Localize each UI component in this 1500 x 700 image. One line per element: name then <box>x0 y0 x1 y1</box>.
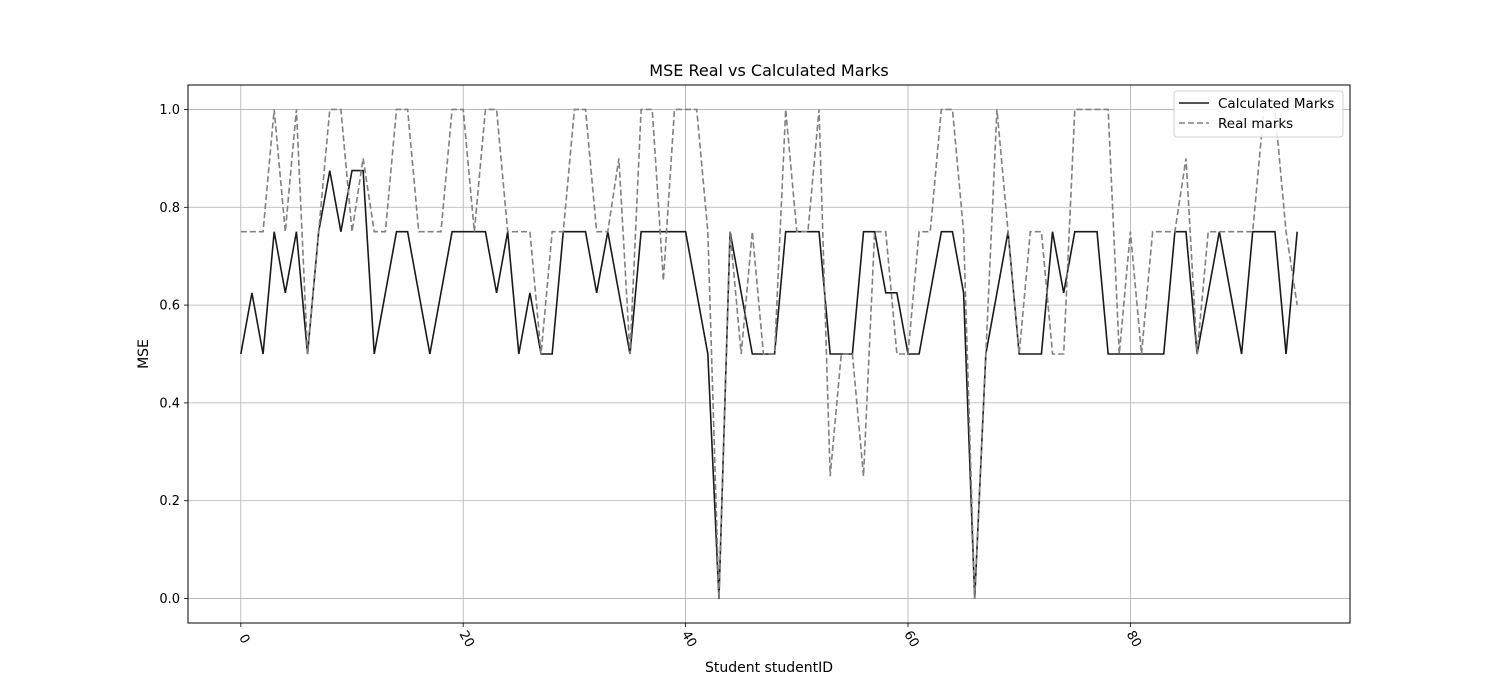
legend: Calculated Marks Real marks <box>1173 90 1344 138</box>
x-tick-label: 20 <box>456 628 477 650</box>
legend-label-real-marks: Real marks <box>1218 116 1293 132</box>
x-tick-label: 40 <box>678 628 699 650</box>
y-tick-label: 0.0 <box>159 592 180 607</box>
x-axis-title: Student studentID <box>705 660 833 676</box>
y-tick-label: 0.8 <box>159 201 180 216</box>
y-tick-label: 0.4 <box>159 396 180 411</box>
series-line-real-marks <box>240 108 1298 599</box>
y-tick-label: 1.0 <box>159 103 180 118</box>
legend-box <box>1173 90 1344 138</box>
y-axis-title: MSE <box>136 339 152 369</box>
grid-lines <box>188 85 1350 623</box>
x-tick-label: 60 <box>900 628 921 650</box>
axis-ticks: 0 20 40 60 800.00.20.40.60.81.0 <box>159 103 1144 650</box>
plot-area-frame <box>187 84 1351 624</box>
legend-label-calculated-marks: Calculated Marks <box>1218 96 1334 112</box>
x-tick-label: 80 <box>1123 628 1144 650</box>
chart-title: MSE Real vs Calculated Marks <box>649 61 888 80</box>
y-tick-label: 0.2 <box>159 494 180 509</box>
series-lines <box>240 108 1298 599</box>
y-tick-label: 0.6 <box>159 299 180 314</box>
